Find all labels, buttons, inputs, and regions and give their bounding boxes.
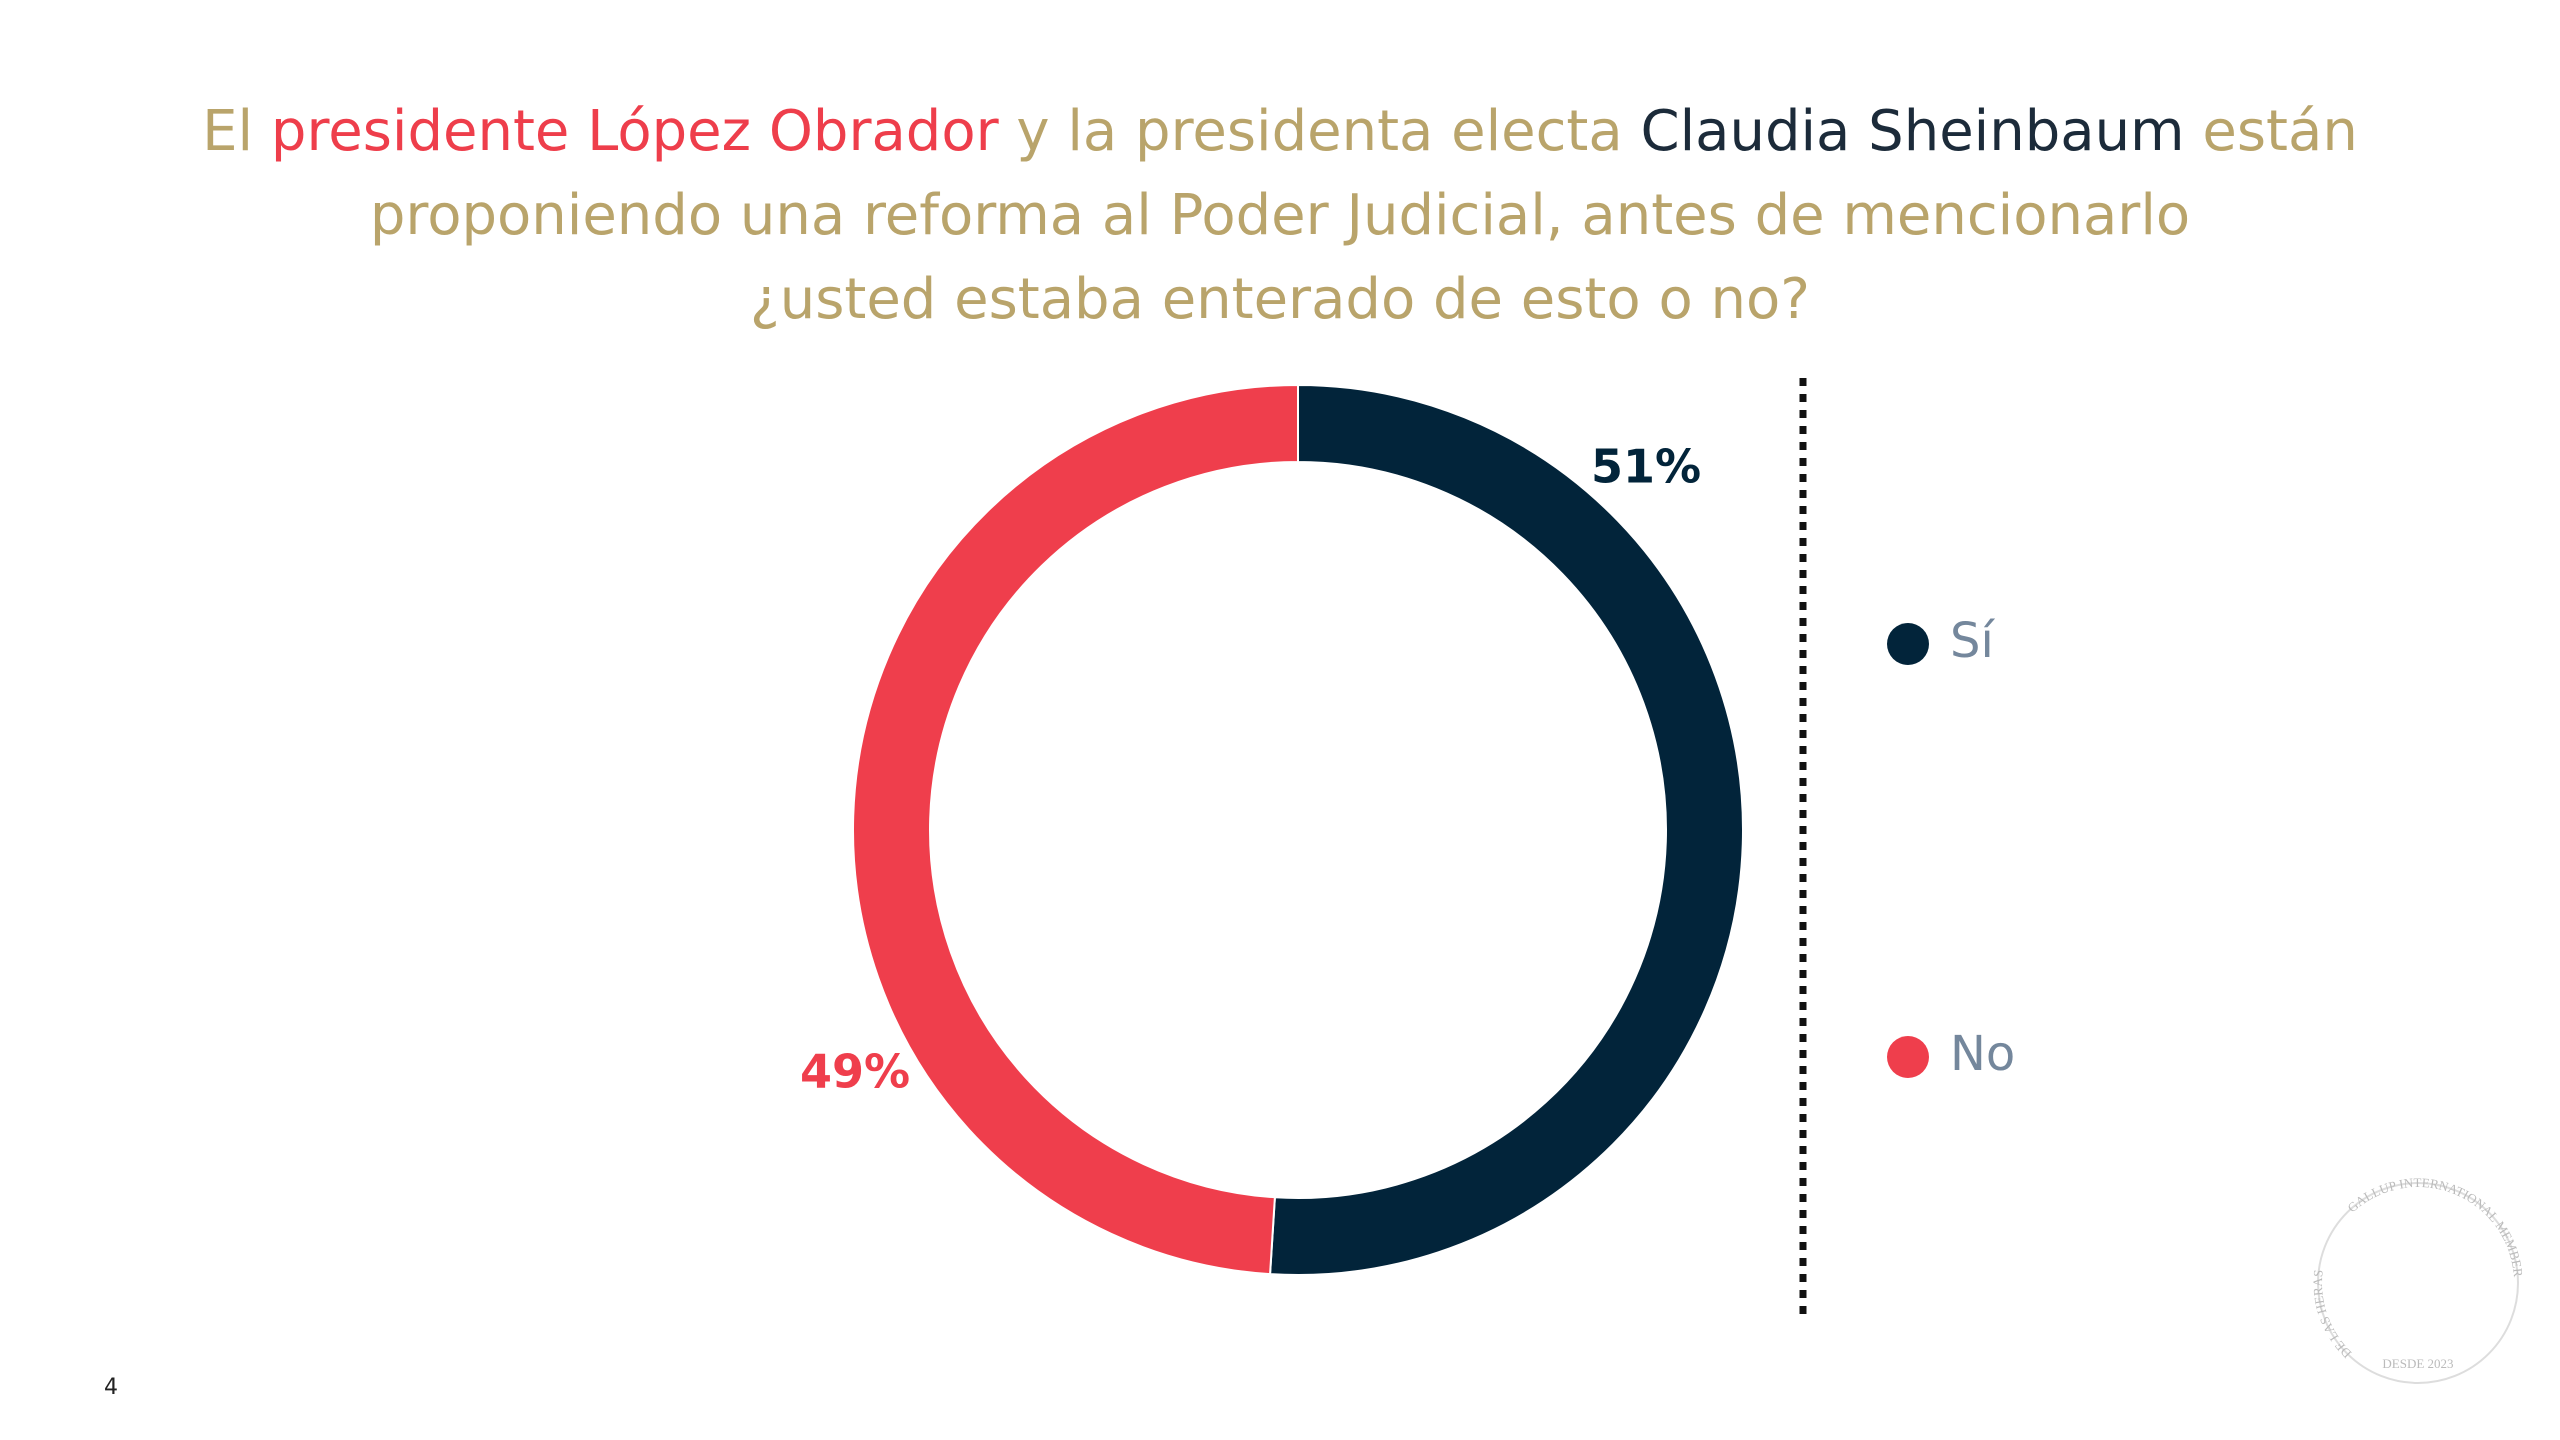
title-segment: Claudia Sheinbaum: [1640, 99, 2185, 164]
legend-label: Sí: [1950, 613, 1995, 669]
title-segment: están: [2184, 99, 2358, 164]
value-label: 51%: [1591, 440, 1701, 494]
logo-bottom: DESDE 2023: [2382, 1356, 2453, 1371]
title-line: proponiendo una reforma al Poder Judicia…: [0, 174, 2560, 258]
page-number: 4: [104, 1375, 118, 1400]
title-segment: El: [202, 99, 271, 164]
logo-text: GALLUP INTERNATIONAL MEMBER: [2344, 1175, 2525, 1278]
logo-left: DE LAS HERAS: [2310, 1269, 2354, 1361]
title-segment: y la presidenta electa: [998, 99, 1641, 164]
value-label: 49%: [800, 1045, 910, 1099]
legend-marker: [1887, 623, 1929, 665]
legend-marker: [1887, 1036, 1929, 1078]
chart-title: El presidente López Obrador y la preside…: [0, 90, 2560, 342]
title-line: ¿usted estaba enterado de esto o no?: [0, 258, 2560, 342]
donut-segment: [852, 383, 1299, 1276]
title-segment: ¿usted estaba enterado de esto o no?: [749, 267, 1810, 332]
legend-label: No: [1950, 1026, 2015, 1082]
logo-ring: [2317, 1182, 2519, 1384]
logo-text: DE LAS HERAS: [2310, 1269, 2354, 1361]
title-segment: presidente López Obrador: [270, 99, 999, 164]
logo-top: GALLUP INTERNATIONAL MEMBER: [2344, 1175, 2525, 1278]
title-line: El presidente López Obrador y la preside…: [0, 90, 2560, 174]
donut-segment: [1268, 383, 1745, 1276]
title-segment: proponiendo una reforma al Poder Judicia…: [369, 183, 2191, 248]
